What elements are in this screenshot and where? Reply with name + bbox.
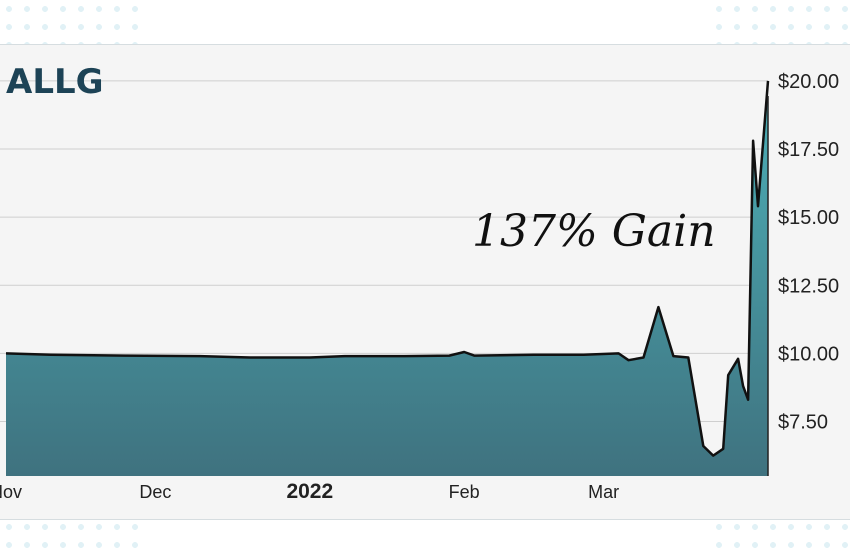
gain-annotation: 137% Gain [472, 206, 716, 257]
y-tick-label: $15.00 [778, 207, 839, 229]
x-tick-label: 2022 [286, 480, 333, 503]
x-tick-label: Mar [588, 482, 619, 502]
price-line [5, 80, 770, 457]
y-tick-label: $7.50 [778, 412, 828, 434]
y-tick-label: $17.50 [778, 139, 839, 161]
y-tick-label: $12.50 [778, 275, 839, 297]
y-tick-label: $20.00 [778, 71, 839, 93]
x-tick-label: Nov [0, 482, 22, 502]
y-tick-label: $10.00 [778, 343, 839, 365]
x-tick-label: Feb [449, 482, 480, 502]
chart-title: ALLG [6, 62, 104, 102]
price-area [6, 80, 768, 477]
x-tick-label: Dec [139, 482, 171, 502]
